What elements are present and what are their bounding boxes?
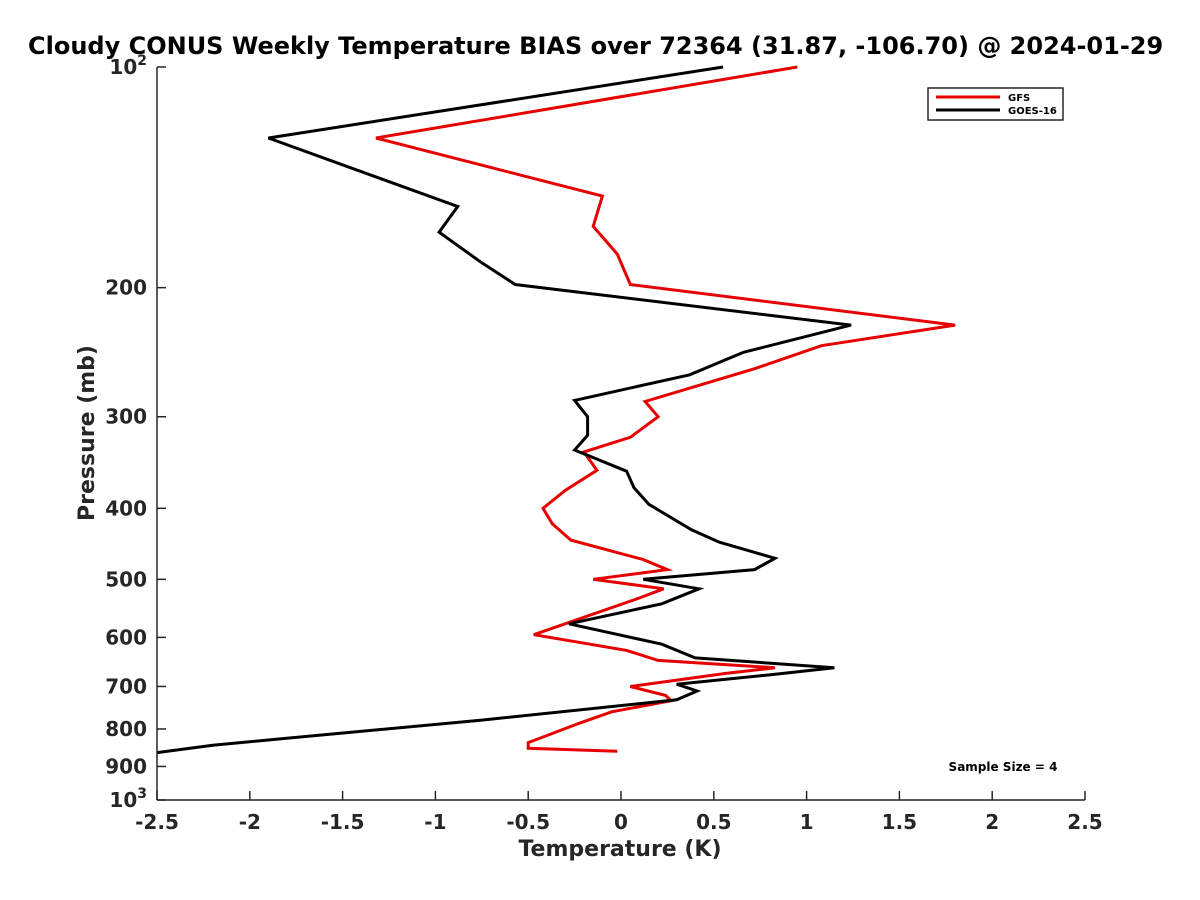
chart-title: Cloudy CONUS Weekly Temperature BIAS ove… (28, 32, 1163, 60)
y-tick-label: 200 (105, 276, 147, 300)
legend-entry: GOES-16 (1008, 106, 1057, 117)
y-axis-label: Pressure (mb) (75, 345, 100, 521)
y-tick-label: 400 (105, 496, 147, 520)
legend: GFS GOES-16 (927, 87, 1064, 121)
y-axis-ticks: 102 200 300 400 500 600 700 800 900 103 (105, 53, 166, 812)
x-tick-label: -2.5 (135, 810, 179, 834)
axes-frame (156, 67, 1085, 801)
legend-entry: GFS (1008, 93, 1030, 104)
series-group (157, 65, 956, 755)
y-tick-label: 800 (105, 717, 147, 741)
sample-size-annotation: Sample Size = 4 (949, 760, 1058, 774)
y-tick-label: 103 (109, 786, 147, 812)
x-tick-label: 0.5 (696, 810, 731, 834)
y-tick-label: 300 (105, 405, 147, 429)
x-tick-label: -1 (424, 810, 446, 834)
y-tick-label: 600 (105, 625, 147, 649)
x-axis-label: Temperature (K) (518, 837, 721, 862)
y-tick-label: 700 (105, 674, 147, 698)
legend-box (927, 87, 1064, 121)
x-axis-ticks: -2.5 -2 -1.5 -1 -0.5 0 0.5 1 1.5 2 2.5 (135, 791, 1103, 834)
x-tick-label: 0 (614, 810, 628, 834)
y-tick-label: 500 (105, 567, 147, 591)
x-tick-label: -0.5 (506, 810, 550, 834)
series-line-gfs (375, 65, 956, 753)
series-line-goes-16 (157, 65, 852, 755)
y-tick-label: 900 (105, 754, 147, 778)
x-tick-label: -1.5 (321, 810, 365, 834)
x-tick-label: 2.5 (1067, 810, 1102, 834)
y-tick-label: 102 (109, 53, 147, 79)
x-tick-label: -2 (239, 810, 261, 834)
x-tick-label: 1 (800, 810, 814, 834)
x-tick-label: 2 (985, 810, 999, 834)
x-tick-label: 1.5 (882, 810, 917, 834)
